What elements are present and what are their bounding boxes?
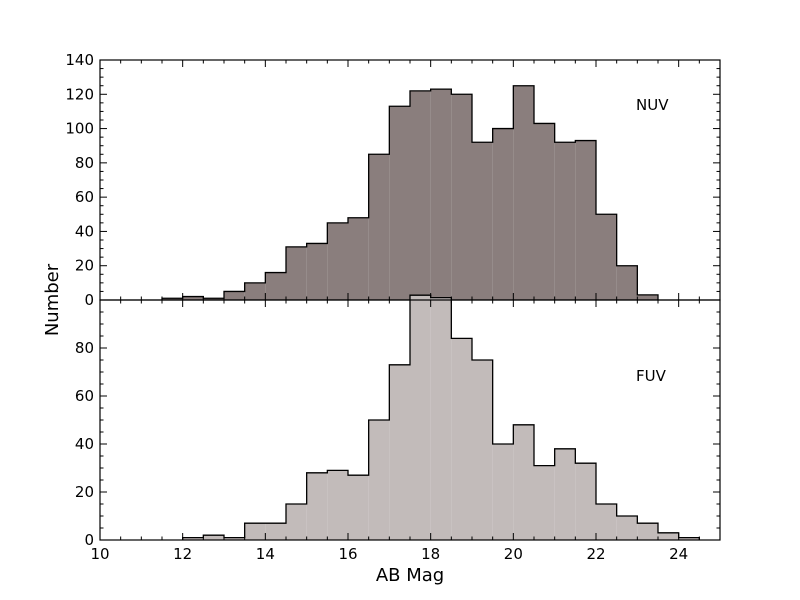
nuv-bar	[410, 90, 431, 300]
nuv-bar	[244, 282, 266, 300]
x-axis-label: AB Mag	[376, 565, 444, 586]
nuv-bar	[203, 298, 224, 300]
fuv-bar	[203, 535, 224, 540]
fuv-y-tick-label: 80	[75, 339, 94, 357]
nuv-panel: 0 20 40 60 80 100 120 140 NUV	[65, 51, 721, 309]
nuv-bar	[162, 298, 183, 300]
nuv-bar	[534, 123, 555, 300]
fuv-bar	[430, 297, 452, 540]
fuv-bar	[182, 537, 204, 540]
y-axis-label: Number	[42, 263, 63, 336]
nuv-bar	[430, 89, 452, 301]
fuv-bar	[678, 537, 700, 540]
nuv-y-tick-label: 140	[65, 51, 94, 69]
nuv-bar	[182, 296, 204, 300]
nuv-bar	[286, 246, 307, 300]
fuv-bar	[327, 470, 348, 540]
nuv-bar	[575, 140, 596, 300]
fuv-y-tick-label: 60	[75, 387, 94, 405]
fuv-bar	[658, 532, 679, 540]
x-tick-label: 14	[256, 545, 275, 563]
fuv-bar	[410, 295, 431, 540]
nuv-bar	[637, 294, 658, 300]
fuv-bar	[224, 537, 245, 540]
fuv-step-outline	[182, 294, 700, 540]
x-tick-label: 18	[421, 545, 440, 563]
nuv-y-tick-label: 60	[75, 188, 94, 206]
fuv-bar	[244, 523, 266, 540]
fuv-bar	[616, 516, 638, 540]
nuv-bar	[327, 222, 348, 300]
nuv-bar	[513, 85, 534, 300]
nuv-y-tick-label: 20	[75, 257, 94, 275]
fuv-bar	[596, 504, 617, 540]
x-tick-label: 24	[669, 545, 688, 563]
fuv-y-tick-label: 0	[84, 531, 94, 549]
fuv-bar	[265, 523, 286, 540]
nuv-bar	[389, 106, 410, 301]
x-tick-label: 10	[90, 545, 109, 563]
fuv-y-tick-label: 40	[75, 435, 94, 453]
fuv-axis-ticks	[99, 299, 721, 541]
x-tick-label: 20	[504, 545, 523, 563]
nuv-bar	[306, 243, 328, 300]
nuv-bar	[492, 128, 514, 300]
nuv-bar	[224, 291, 245, 300]
fuv-bar	[368, 420, 390, 540]
x-tick-label: 22	[586, 545, 605, 563]
fuv-panel-label: FUV	[636, 367, 667, 385]
fuv-y-tick-labels: 0 20 40 60 80	[75, 339, 94, 549]
fuv-bar	[472, 360, 493, 540]
x-tick-label: 16	[338, 545, 357, 563]
nuv-bar	[265, 272, 286, 300]
fuv-bar	[534, 465, 555, 540]
nuv-y-tick-labels: 0 20 40 60 80 100 120 140	[65, 51, 94, 309]
fuv-bar	[492, 444, 514, 540]
fuv-bar	[389, 364, 410, 540]
fuv-histogram	[182, 294, 700, 540]
nuv-y-tick-label: 40	[75, 222, 94, 240]
nuv-bar	[554, 142, 576, 300]
nuv-bar	[368, 154, 390, 300]
nuv-panel-label: NUV	[636, 96, 669, 114]
nuv-step-outline	[161, 85, 659, 300]
nuv-bar	[616, 265, 638, 300]
nuv-bar	[451, 94, 472, 301]
nuv-bar	[472, 142, 493, 300]
x-tick-label: 12	[173, 545, 192, 563]
fuv-bar	[637, 523, 658, 540]
fuv-bar	[513, 424, 534, 540]
fuv-bar	[575, 463, 596, 540]
nuv-histogram	[161, 85, 659, 301]
nuv-axis-ticks	[99, 59, 721, 301]
nuv-y-tick-label: 120	[65, 85, 94, 103]
fuv-bar	[451, 338, 472, 540]
x-tick-labels: 10 12 14 16 18 20 22 24	[90, 545, 688, 563]
fuv-bar	[306, 472, 328, 540]
nuv-y-tick-label: 100	[65, 120, 94, 138]
fuv-bar	[554, 448, 576, 540]
nuv-bar	[348, 217, 369, 300]
fuv-bar	[348, 475, 369, 540]
nuv-y-tick-label: 80	[75, 154, 94, 172]
nuv-y-tick-label: 0	[84, 291, 94, 309]
fuv-panel: 0 20 40 60 80 FUV	[75, 294, 721, 549]
fuv-y-tick-label: 20	[75, 483, 94, 501]
fuv-bar	[286, 504, 307, 540]
nuv-bar	[596, 214, 617, 300]
